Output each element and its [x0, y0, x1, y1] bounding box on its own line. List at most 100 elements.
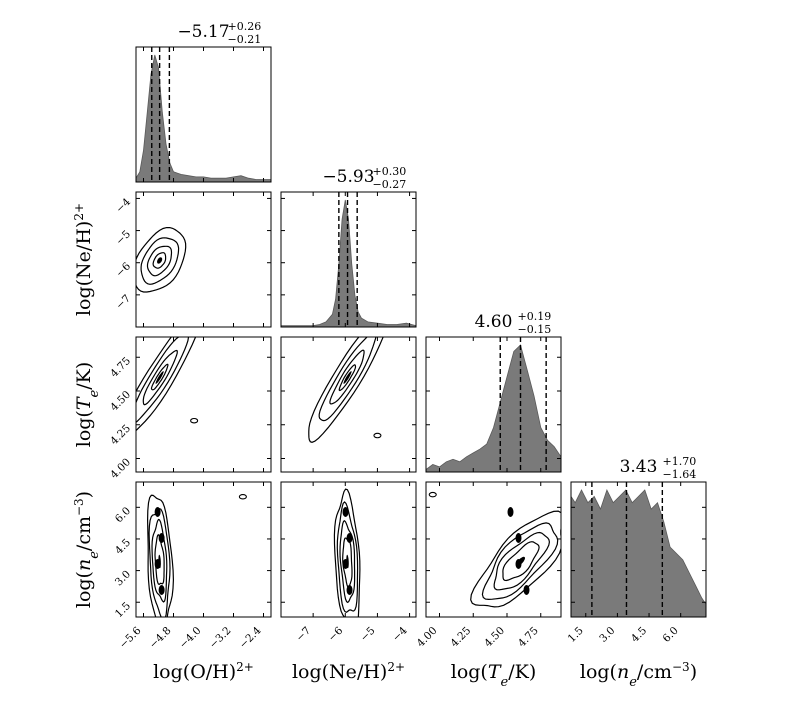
histogram-panel-O2: −5.17+0.26−0.21 [135, 20, 272, 183]
x-axis-label-Te: log(Te/K) [451, 661, 537, 690]
x-tick-label: −4.8 [147, 625, 174, 652]
y-tick-label: 1.5 [113, 600, 133, 620]
panel-frame [425, 481, 562, 618]
contour-core-blob [154, 559, 161, 569]
y-axis-label-Ne2: log(Ne/H)2+ [72, 203, 95, 316]
panel-frame [280, 191, 417, 328]
contour-level-3 [339, 520, 356, 604]
median-title: −5.93 [322, 167, 374, 187]
median-title: −5.17 [177, 22, 229, 42]
contour-level-2 [140, 237, 180, 285]
x-tick-label: −4.0 [177, 625, 204, 652]
contour-core-blob [158, 533, 165, 543]
x-tick-label: −7 [294, 625, 313, 644]
contour-level-3 [329, 349, 365, 405]
contour-panel-ne-vs-Te [425, 481, 562, 618]
x-tick-label: −2.4 [237, 624, 264, 651]
y-tick-label: 4.50 [108, 389, 133, 414]
x-tick-label: −5.6 [117, 624, 144, 651]
x-axis-label-ne: log(ne/cm−3) [580, 660, 697, 690]
x-tick-label: 6.0 [661, 625, 681, 645]
y-tick-label: 4.00 [108, 456, 133, 481]
contour-core [157, 257, 163, 264]
y-tick-label: 4.25 [108, 422, 133, 447]
histogram-panel-Ne2: −5.93+0.30−0.27 [280, 165, 417, 328]
contour-core-blob [342, 559, 349, 569]
contour-island [373, 432, 382, 439]
title-err-minus: −0.15 [518, 323, 552, 336]
y-tick-label: 4.75 [108, 355, 133, 380]
panel-frame [425, 336, 562, 473]
contour-core-blob [342, 507, 349, 517]
y-axis-label-Te: log(Te/K) [73, 362, 102, 448]
contour-panel-ne-vs-Ne2 [280, 481, 417, 618]
title-err-plus: +0.26 [228, 20, 262, 33]
panel-frame [135, 481, 272, 618]
contour-level-3 [493, 531, 551, 591]
title-err-minus: −1.64 [663, 468, 697, 481]
x-tick-label: −6 [326, 624, 346, 644]
panel-frame [280, 336, 417, 473]
contour-core [343, 371, 352, 384]
panel-frame [135, 191, 272, 328]
x-tick-label: 3.0 [597, 625, 617, 645]
contour-level-2 [481, 522, 559, 601]
title-err-plus: +1.70 [663, 455, 697, 468]
panel-frame [135, 336, 272, 473]
title-err-plus: +0.30 [373, 165, 407, 178]
contour-level-1 [308, 337, 384, 443]
histogram-area [426, 344, 561, 472]
contour-panel-Te-vs-Ne2 [280, 336, 417, 473]
y-tick-label: 6.0 [113, 505, 133, 525]
title-err-minus: −0.21 [228, 33, 262, 46]
y-axis-label-ne: log(ne/cm−3) [72, 491, 102, 608]
x-tick-label: 4.75 [516, 625, 541, 650]
contour-level-2 [148, 508, 171, 617]
contour-level-4 [152, 252, 167, 269]
x-tick-label: 4.50 [482, 625, 507, 650]
x-tick-label: 4.00 [415, 625, 440, 650]
contour-level-4 [338, 364, 357, 392]
histogram-panel-Te: 4.60 +0.19−0.15 [425, 310, 562, 473]
contour-core-blob [515, 533, 522, 543]
histogram-area [136, 54, 271, 182]
contour-core-blob [523, 585, 530, 595]
x-tick-label: −4 [390, 624, 410, 644]
contour-level-3 [146, 245, 173, 277]
x-axis-label-Ne2: log(Ne/H)2+ [292, 660, 405, 683]
contour-level-3 [142, 349, 178, 406]
contour-core-blob [507, 507, 514, 517]
contour-panel-ne-vs-O2 [135, 481, 272, 618]
x-tick-label: −3.2 [207, 625, 234, 652]
contour-core-blob [154, 507, 161, 517]
y-tick-label: −7 [114, 292, 133, 311]
contour-level-2 [336, 501, 359, 613]
title-err-minus: −0.27 [373, 178, 407, 191]
contour-level-1 [136, 337, 197, 432]
contour-island [190, 417, 199, 424]
y-tick-label: −5 [114, 228, 133, 247]
contour-level-1 [136, 227, 187, 293]
contour-level-4 [502, 541, 540, 582]
contour-level-4 [150, 363, 169, 391]
contour-island [428, 491, 437, 498]
contour-panel-Te-vs-O2 [135, 336, 272, 473]
contour-core-blob [346, 533, 353, 543]
x-axis-label-O2: log(O/H)2+ [153, 660, 254, 683]
histogram-area [571, 488, 706, 617]
y-tick-label: −6 [114, 260, 134, 280]
contour-island [238, 494, 247, 500]
x-tick-label: −5 [358, 625, 377, 644]
contour-level-3 [151, 518, 168, 603]
contour-level-1 [333, 488, 361, 617]
contour-level-2 [136, 337, 190, 423]
contour-core-blob [158, 585, 165, 595]
title-err-plus: +0.19 [518, 310, 552, 323]
x-tick-label: 4.25 [448, 625, 473, 650]
y-tick-label: −4 [114, 196, 134, 216]
contour-core-blob [346, 585, 353, 595]
x-tick-label: 1.5 [566, 625, 586, 645]
x-tick-label: 4.5 [629, 625, 649, 645]
y-tick-label: 4.5 [113, 537, 133, 557]
